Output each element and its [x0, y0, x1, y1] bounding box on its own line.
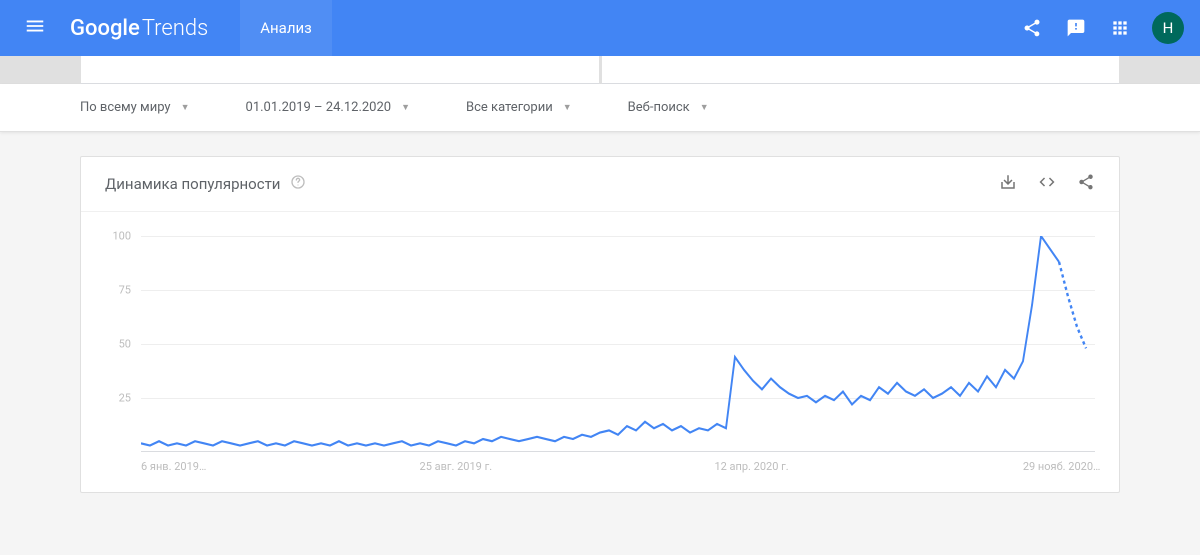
filters-bar: По всему миру ▼ 01.01.2019 – 24.12.2020 … [0, 84, 1200, 132]
trend-line [141, 236, 1059, 446]
filter-region-label: По всему миру [80, 100, 171, 115]
compare-card-1[interactable] [80, 56, 600, 84]
y-tick: 100 [112, 230, 131, 243]
tab-explore[interactable]: Анализ [240, 0, 332, 56]
chart-plot [141, 236, 1095, 452]
y-tick: 75 [119, 284, 131, 297]
filter-date-label: 01.01.2019 – 24.12.2020 [246, 100, 392, 115]
chevron-down-icon: ▼ [181, 102, 190, 113]
logo[interactable]: Google Trends [70, 16, 208, 41]
chart-body: 25 50 75 100 6 янв. 2019… 25 авг. 2019 г. 12 … [81, 212, 1119, 492]
logo-google-text: Google [70, 16, 140, 41]
filter-search-type-label: Веб-поиск [628, 100, 690, 115]
y-axis: 255075100 [105, 236, 135, 452]
embed-icon[interactable] [1037, 173, 1057, 195]
forecast-line [1059, 262, 1086, 348]
feedback-icon[interactable] [1056, 8, 1096, 48]
chart-header: Динамика популярности [81, 157, 1119, 212]
y-tick: 25 [119, 392, 131, 405]
chart-area: 255075100 6 янв. 2019…25 авг. 2019 г.12 … [105, 236, 1095, 476]
chevron-down-icon: ▼ [700, 102, 709, 113]
download-icon[interactable] [999, 173, 1017, 195]
x-tick: 6 янв. 2019… [141, 460, 206, 473]
compare-cards [0, 56, 1200, 84]
avatar[interactable]: Н [1152, 12, 1184, 44]
filter-search-type[interactable]: Веб-поиск ▼ [628, 100, 709, 115]
filter-category-label: Все категории [466, 100, 553, 115]
apps-icon[interactable] [1100, 8, 1140, 48]
help-icon[interactable] [290, 174, 306, 194]
filter-category[interactable]: Все категории ▼ [466, 100, 572, 115]
interest-over-time-card: Динамика популярности 25 50 75 100 [80, 156, 1120, 493]
x-tick: 12 апр. 2020 г. [714, 460, 788, 473]
chart-title: Динамика популярности [105, 175, 280, 193]
y-tick: 50 [119, 338, 131, 351]
compare-card-2[interactable] [601, 56, 1121, 84]
avatar-letter: Н [1163, 19, 1174, 37]
chevron-down-icon: ▼ [563, 102, 572, 113]
line-chart-svg [141, 236, 1095, 452]
share-chart-icon[interactable] [1077, 173, 1095, 195]
x-tick: 25 авг. 2019 г. [420, 460, 493, 473]
x-axis: 6 янв. 2019… 25 авг. 2019 г. 12 апр. 2020 … [141, 456, 1095, 476]
filter-date-range[interactable]: 01.01.2019 – 24.12.2020 ▼ [246, 100, 411, 115]
app-header: Google Trends Анализ Н [0, 0, 1200, 56]
menu-icon[interactable] [16, 7, 54, 49]
share-icon[interactable] [1012, 8, 1052, 48]
chevron-down-icon: ▼ [401, 102, 410, 113]
filter-region[interactable]: По всему миру ▼ [80, 100, 190, 115]
logo-trends-text: Trends [142, 16, 208, 41]
x-tick: 29 нояб. 2020… [1023, 460, 1101, 473]
